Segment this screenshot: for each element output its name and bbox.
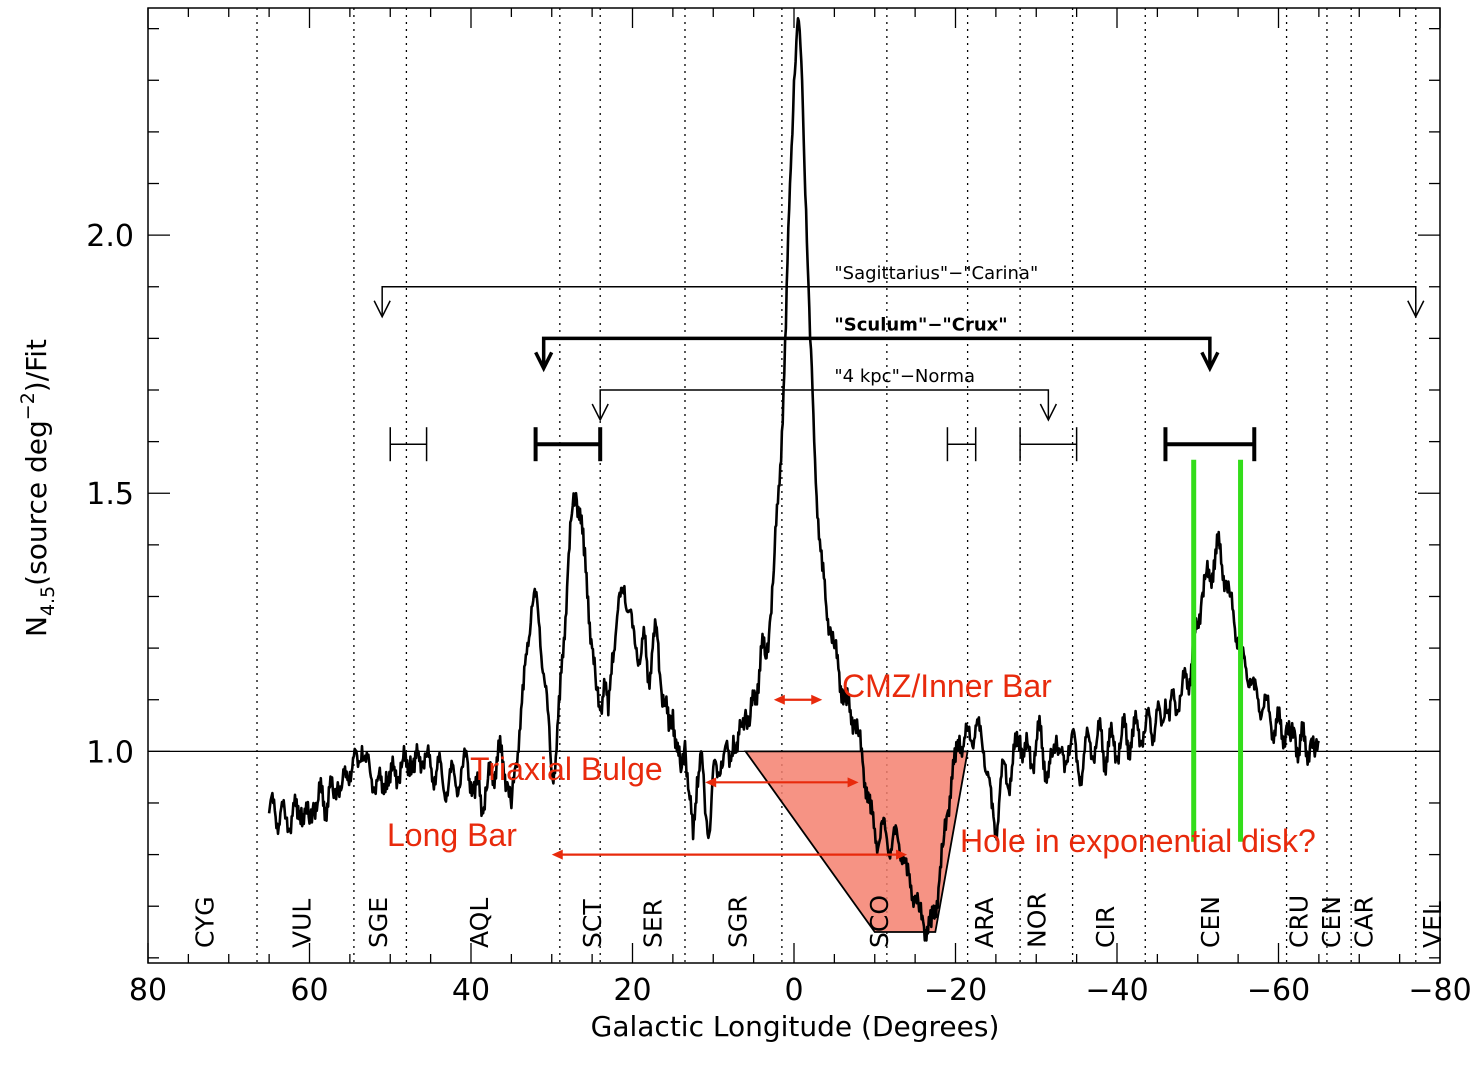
arm-arrow: "4 kpc"−Norma xyxy=(591,366,1058,422)
constellation-label: SGE xyxy=(364,897,393,948)
annotation-arrow-head xyxy=(773,694,785,705)
constellation-label: SCO xyxy=(865,895,894,948)
annotation-bulge: Triaxial Bulge xyxy=(470,751,663,787)
annotation-arrow-head xyxy=(705,777,717,788)
constellation-label: VEL xyxy=(1418,901,1447,948)
annotation-arrow-head xyxy=(551,849,563,860)
ylabel-mid: (source deg xyxy=(20,420,53,586)
constellation-label: CYG xyxy=(191,896,220,948)
constellation-label: CAR xyxy=(1349,896,1378,948)
cmz-arrow xyxy=(773,694,823,705)
arm-arrow-label: "Sculum"−"Crux" xyxy=(834,314,1007,335)
tangent-ranges xyxy=(389,427,1257,462)
arm-arrow-line xyxy=(381,286,1417,315)
y-axis: 1.0 1.5 2.0 xyxy=(86,27,1440,959)
y-tick-label: 1.0 xyxy=(86,735,134,770)
constellation-label: SGR xyxy=(723,895,752,948)
tangent-range xyxy=(533,427,603,462)
x-tick-label: −60 xyxy=(1247,973,1310,1008)
arm-arrow-head xyxy=(373,300,391,319)
annotation-long-bar: Long Bar xyxy=(387,817,517,853)
x-tick-label: 40 xyxy=(452,973,490,1008)
arm-arrow-line xyxy=(599,389,1050,418)
x-tick-label: 60 xyxy=(290,973,328,1008)
ylabel-sub: 4.5 xyxy=(37,586,59,616)
arm-arrow-head xyxy=(1039,403,1058,422)
arm-arrow-line xyxy=(541,336,1212,367)
arm-arrow-head xyxy=(1407,300,1425,319)
arm-arrow: "Sagittarius"−"Carina" xyxy=(373,263,1425,319)
constellation-label: CEN xyxy=(1317,896,1346,948)
tangent-range xyxy=(389,427,428,462)
y-tick-label: 2.0 xyxy=(86,219,134,254)
tangent-range xyxy=(1019,427,1078,462)
ylabel-main: N xyxy=(20,616,53,637)
constellation-label: ARA xyxy=(970,897,999,948)
long-bar-arrow xyxy=(551,849,908,860)
constellation-boundaries xyxy=(256,8,1417,963)
arm-arrow-head xyxy=(1200,351,1220,373)
arm-arrow-label: "4 kpc"−Norma xyxy=(834,366,975,387)
constellation-label: AQL xyxy=(465,898,494,948)
x-tick-label: 80 xyxy=(129,973,167,1008)
y-axis-title: N4.5(source deg−2)/Fit xyxy=(17,339,59,637)
bulge-arrow xyxy=(705,777,859,788)
x-axis: 80 60 40 20 0 −20 −40 −60 −80 xyxy=(129,8,1472,1008)
annotation-arrow-head xyxy=(847,777,859,788)
arm-arrow-head xyxy=(591,403,609,422)
x-tick-label: −20 xyxy=(924,973,987,1008)
annotation-arrow-head xyxy=(896,849,908,860)
annotation-arrow-head xyxy=(811,694,823,705)
ylabel-sup: −2 xyxy=(17,392,39,420)
annotation-cmz: CMZ/Inner Bar xyxy=(842,668,1052,704)
annotation-hole: Hole in exponential disk? xyxy=(960,823,1316,859)
constellation-label: CEN xyxy=(1196,896,1225,948)
x-axis-title: Galactic Longitude (Degrees) xyxy=(591,1010,1000,1043)
constellation-label: SER xyxy=(639,899,668,948)
arm-arrows: "Sagittarius"−"Carina" "Sculum"−"Crux" "4 … xyxy=(373,263,1425,422)
arm-arrow-label: "Sagittarius"−"Carina" xyxy=(834,263,1038,284)
constellation-label: SCT xyxy=(578,899,607,948)
x-tick-label: −80 xyxy=(1408,973,1471,1008)
tangent-range xyxy=(946,427,977,462)
x-tick-label: 20 xyxy=(613,973,651,1008)
constellation-label: CRU xyxy=(1285,895,1314,948)
annotations: CMZ/Inner Bar Triaxial Bulge Long Bar Hole … xyxy=(387,668,1316,860)
ylabel-end: )/Fit xyxy=(20,339,53,392)
y-tick-label: 1.5 xyxy=(86,477,134,512)
constellation-label: CIR xyxy=(1091,906,1120,948)
x-tick-label: −40 xyxy=(1085,973,1148,1008)
constellation-label: NOR xyxy=(1022,892,1051,948)
arm-arrow: "Sculum"−"Crux" xyxy=(534,314,1220,373)
x-tick-label: 0 xyxy=(784,973,803,1008)
tangent-range xyxy=(1163,427,1257,462)
green-lines xyxy=(1191,459,1244,842)
constellation-label: VUL xyxy=(287,899,316,948)
arm-arrow-head xyxy=(534,351,554,373)
constellation-labels: CYG VUL SGE AQL SCT SER SGR SCO ARA NOR CIR CEN CRU C… xyxy=(191,892,1447,948)
series-line xyxy=(267,17,1321,942)
